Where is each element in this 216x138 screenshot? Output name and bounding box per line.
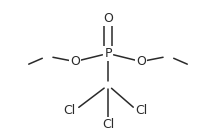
Text: O: O bbox=[70, 55, 80, 68]
Text: Cl: Cl bbox=[135, 104, 147, 117]
Text: Cl: Cl bbox=[64, 104, 76, 117]
Text: O: O bbox=[136, 55, 146, 68]
Text: O: O bbox=[103, 12, 113, 25]
Text: P: P bbox=[104, 47, 112, 60]
Text: Cl: Cl bbox=[102, 118, 114, 131]
